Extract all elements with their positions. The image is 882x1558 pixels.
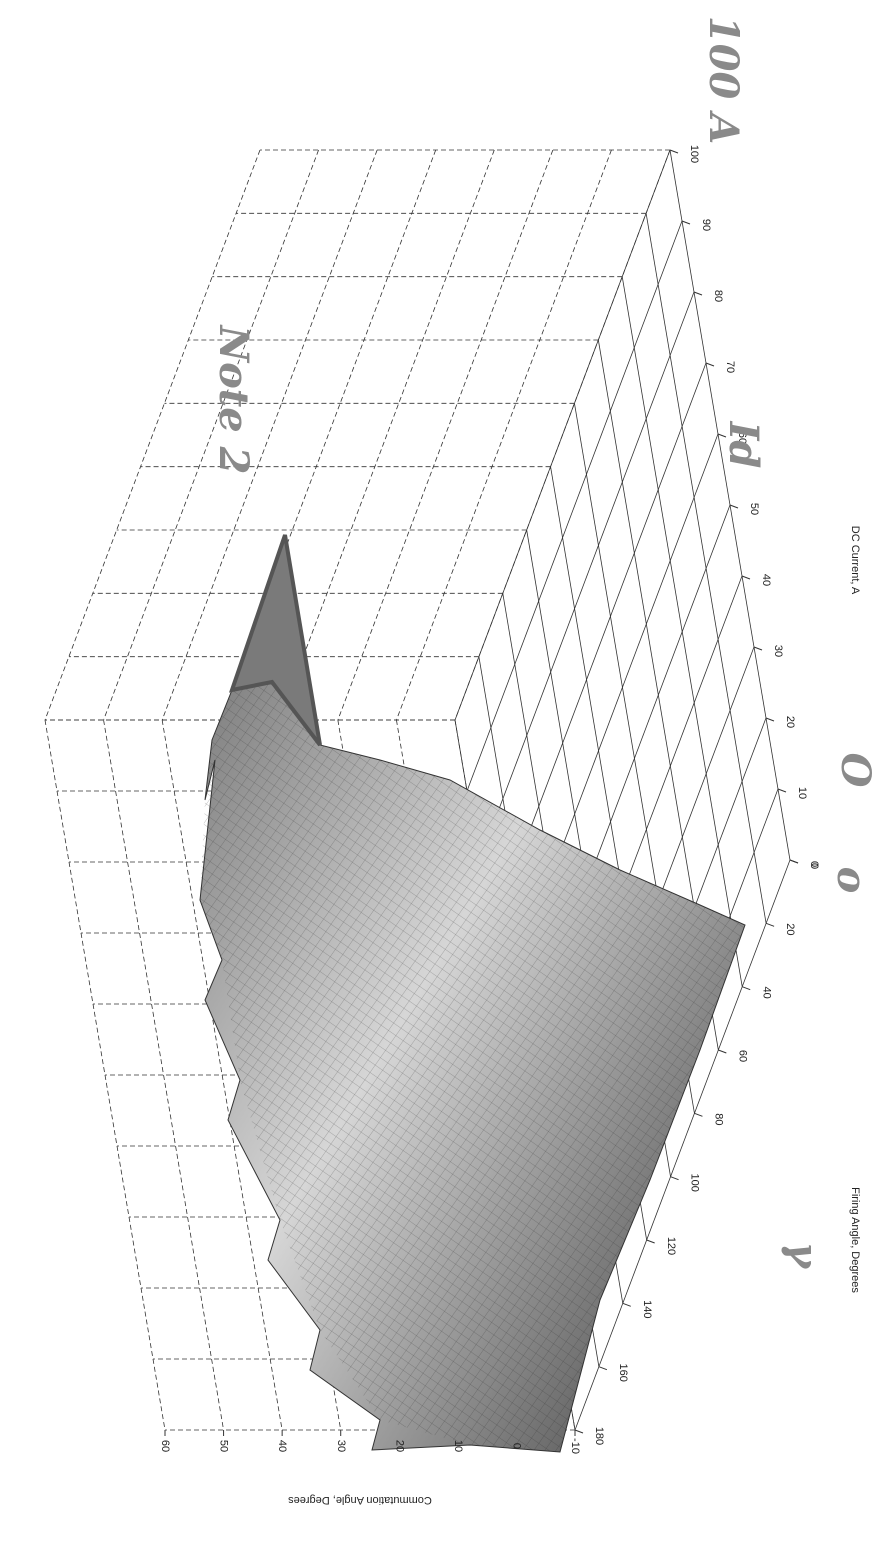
handwritten-note: Note 2 (210, 324, 257, 475)
floor-grid-line (790, 860, 798, 863)
floor-grid-line (766, 718, 774, 721)
floor-grid-line (718, 1050, 726, 1053)
y-tick-label: 80 (712, 290, 724, 302)
z-tick-label: 60 (159, 1440, 171, 1452)
handwritten-note: o (828, 867, 875, 894)
z-tick-label: 40 (276, 1440, 288, 1452)
grid-line (279, 150, 494, 720)
floor-grid-line (742, 987, 750, 990)
y-tick-label: 100 (688, 145, 700, 163)
floor-grid-line (623, 1303, 631, 1306)
z-tick-label: 30 (335, 1440, 347, 1452)
x-tick-label: 140 (641, 1300, 653, 1318)
x-tick-label: 20 (784, 923, 796, 935)
floor-grid-line (754, 647, 762, 650)
floor-grid-line (694, 292, 702, 295)
floor-grid-line (682, 221, 690, 224)
handwritten-note: γ (780, 1242, 827, 1270)
floor-grid-line (671, 1177, 679, 1180)
y-tick-label: 10 (796, 787, 808, 799)
z-tick-label: -10 (569, 1438, 581, 1454)
x-axis-label: Firing Angle, Degrees (849, 1187, 861, 1293)
y-tick-label: 70 (724, 361, 736, 373)
x-tick-label: 60 (736, 1050, 748, 1062)
x-tick-label: 180 (593, 1427, 605, 1445)
handwritten-note: 100 A (700, 16, 747, 144)
floor-grid-line (467, 221, 682, 791)
z-axis-label: Commutation Angle, Degrees (288, 1494, 432, 1506)
y-tick-label: 40 (760, 574, 772, 586)
x-tick-label: 100 (689, 1173, 701, 1191)
floor-grid-line (778, 789, 786, 792)
x-tick-label: 80 (713, 1113, 725, 1125)
x-tick-label: 40 (760, 987, 772, 999)
handwritten-note: O (832, 753, 879, 788)
z-tick-label: 0 (511, 1443, 523, 1449)
z-tick-label: 50 (218, 1440, 230, 1452)
z-tick-label: 20 (393, 1440, 405, 1452)
floor-grid-line (766, 923, 774, 926)
floor-grid-line (670, 150, 678, 153)
floor-grid-line (694, 1113, 702, 1116)
y-axis-label: DC Current, A (849, 526, 861, 595)
x-tick-label: 120 (665, 1237, 677, 1255)
handwritten-note: Id (720, 421, 767, 469)
floor-grid-line (706, 363, 714, 366)
floor-grid-line (575, 1430, 583, 1433)
chart: 0 20 40 60 80 100 120 140 160 180 0 10 20 30 40 50 60 70 8… (0, 0, 882, 1553)
y-tick-label: 20 (784, 716, 796, 728)
y-tick-label: 0 (808, 861, 820, 867)
floor-grid-line (479, 292, 694, 862)
z-tick-label: 10 (452, 1440, 464, 1452)
floor-grid-line (599, 1367, 607, 1370)
x-tick-label: 160 (617, 1363, 629, 1381)
floor-grid-line (730, 505, 738, 508)
y-tick-label: 30 (772, 645, 784, 657)
grid-line (338, 150, 553, 720)
y-tick-label: 50 (748, 503, 760, 515)
y-tick-label: 90 (700, 219, 712, 231)
floor-grid-line (742, 576, 750, 579)
floor-grid-line (647, 1240, 655, 1243)
